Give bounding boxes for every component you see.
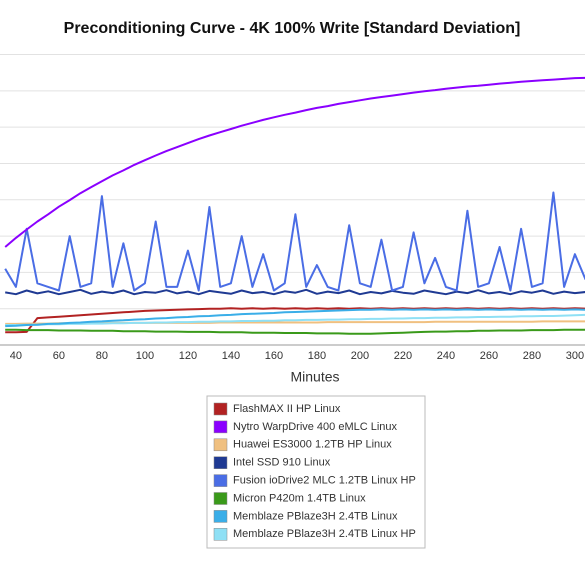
x-tick-label: 160 — [265, 350, 283, 362]
x-tick-label: 40 — [10, 350, 22, 362]
legend-swatch — [213, 474, 228, 487]
x-tick-label: 80 — [96, 350, 108, 362]
legend-swatch — [213, 492, 228, 505]
x-tick-label: 120 — [179, 350, 197, 362]
series-line — [5, 308, 585, 328]
legend-label: Fusion ioDrive2 MLC 1.2TB Linux HP — [233, 475, 416, 487]
x-tick-label: 220 — [394, 350, 412, 362]
series-line — [4, 191, 585, 292]
x-tick-label: 300 — [566, 350, 584, 362]
legend-box — [206, 395, 426, 549]
x-tick-label: 240 — [437, 350, 455, 362]
x-axis-title: Minutes — [290, 369, 339, 385]
series-line — [5, 313, 585, 326]
legend-swatch — [213, 528, 228, 541]
x-tick-label: 280 — [523, 350, 541, 362]
x-tick-label: 200 — [351, 350, 369, 362]
legend-swatch — [213, 510, 228, 523]
x-tick-label: 100 — [136, 350, 154, 362]
series-line — [5, 328, 585, 335]
legend-label: Intel SSD 910 Linux — [233, 457, 331, 469]
series-line — [5, 288, 585, 296]
x-tick-label: 60 — [53, 350, 65, 362]
legend-swatch — [213, 456, 228, 469]
series-line — [5, 307, 585, 334]
legend-swatch — [213, 402, 228, 416]
legend-swatch — [213, 420, 228, 434]
series-line — [4, 76, 585, 248]
legend-label: Huawei ES3000 1.2TB HP Linux — [233, 439, 392, 451]
legend-swatch — [213, 438, 228, 452]
legend-label: Micron P420m 1.4TB Linux — [233, 492, 366, 504]
chart-title: Preconditioning Curve - 4K 100% Write [S… — [64, 20, 521, 37]
x-tick-label: 140 — [222, 350, 240, 362]
legend-label: Memblaze PBlaze3H 2.4TB Linux — [233, 510, 398, 522]
x-tick-label: 180 — [308, 350, 326, 362]
legend-label: FlashMAX II HP Linux — [233, 403, 341, 415]
legend-label: Nytro WarpDrive 400 eMLC Linux — [233, 421, 398, 433]
x-tick-label: 260 — [480, 350, 498, 362]
legend-label: Memblaze PBlaze3H 2.4TB Linux HP — [233, 528, 416, 540]
